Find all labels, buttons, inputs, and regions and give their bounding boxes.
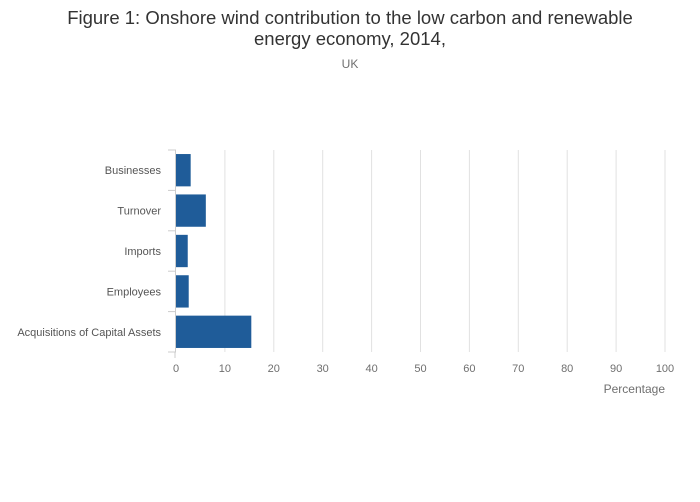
bar-imports[interactable] [176,234,188,268]
bars [176,154,252,348]
y-category-label: Businesses [105,165,162,177]
chart-title-line-1: Figure 1: Onshore wind contribution to t… [67,7,633,28]
x-tick-label: 10 [219,363,231,375]
x-axis-title: Percentage [604,382,666,396]
chart-title-line-2: energy economy, 2014, [254,28,446,49]
bar-businesses[interactable] [176,154,191,187]
x-tick-label: 40 [365,363,377,375]
chart-title: Figure 1: Onshore wind contribution to t… [0,7,700,49]
y-category-label: Employees [107,286,162,298]
chart-subtitle: UK [341,57,359,71]
x-tick-label: 80 [561,363,573,375]
x-tick-label: 70 [512,363,524,375]
axes [168,149,176,358]
x-tick-labels: 0 10 20 30 40 50 60 70 80 90 100 [173,363,674,375]
x-tick-label: 50 [414,363,426,375]
y-category-label: Imports [124,246,161,258]
y-category-label: Acquisitions of Capital Assets [17,327,161,339]
x-tick-label: 100 [656,363,674,375]
x-tick-label: 90 [610,363,622,375]
gridlines [224,150,666,352]
x-tick-label: 60 [463,363,475,375]
bar-acquisitions-of-capital-assets[interactable] [176,315,252,348]
bar-employees[interactable] [176,275,189,308]
x-tick-label: 30 [317,363,329,375]
x-tick-label: 20 [268,363,280,375]
y-category-label: Turnover [117,206,161,218]
bar-turnover[interactable] [176,194,206,227]
y-category-labels: Businesses Turnover Imports Employees Acquis… [17,165,161,339]
x-tick-label: 0 [173,363,179,375]
